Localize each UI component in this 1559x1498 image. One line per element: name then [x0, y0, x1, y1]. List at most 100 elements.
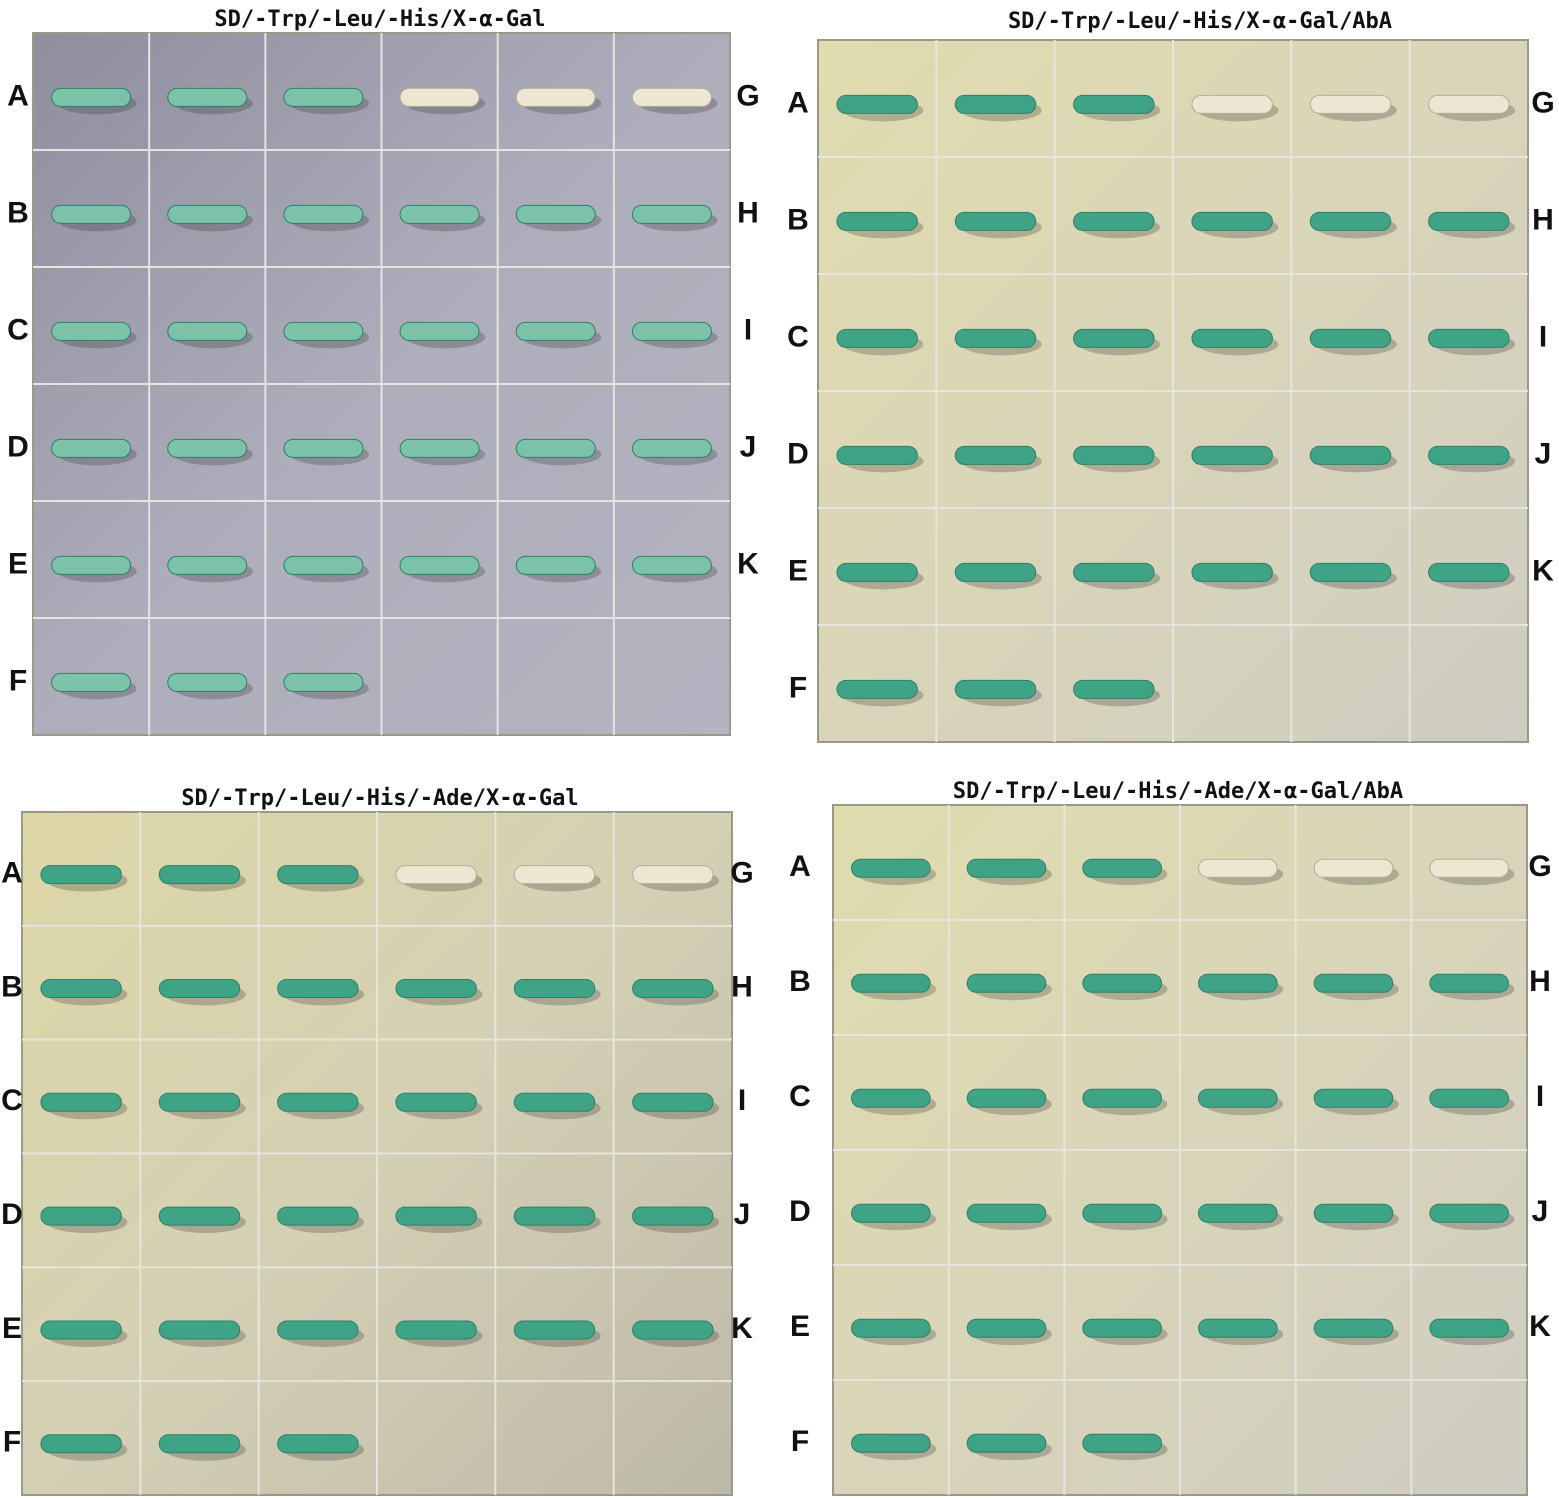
plate-panel: SD/-Trp/-Leu/-His/X-α-Gal/AbA A B C D E F G H I J K	[787, 9, 1555, 743]
row-label: I	[1536, 1080, 1544, 1113]
colony-streak	[632, 1206, 714, 1226]
colony-streak	[1313, 1088, 1394, 1108]
plate-panel: SD/-Trp/-Leu/-His/-Ade/X-α-Gal/AbA A B C D E F…	[789, 779, 1552, 1496]
colony-streak	[1082, 1433, 1162, 1453]
row-label: A	[789, 850, 811, 883]
row-label: J	[1532, 1195, 1549, 1228]
row-label: F	[3, 1426, 21, 1459]
colony-streak	[277, 978, 359, 998]
colony-streak	[283, 321, 364, 341]
row-label: D	[787, 437, 809, 470]
colony-streak	[1082, 858, 1162, 878]
colony-streak	[399, 438, 480, 458]
row-label: G	[1531, 86, 1554, 119]
colony-streak	[1073, 445, 1155, 465]
colony-streak	[1191, 211, 1273, 231]
row-label: D	[789, 1195, 811, 1228]
row-label: D	[7, 430, 29, 463]
row-label: G	[736, 79, 759, 112]
colony-streak	[836, 94, 918, 114]
colony-streak	[277, 1320, 359, 1340]
colony-streak	[631, 438, 712, 458]
colony-streak	[1429, 1318, 1509, 1338]
colony-streak	[158, 978, 241, 998]
row-label: K	[1529, 1310, 1551, 1343]
row-label: K	[731, 1312, 753, 1345]
colony-streak	[1428, 445, 1510, 465]
row-label: G	[1528, 850, 1551, 883]
row-label: J	[1535, 437, 1552, 470]
colony-streak	[283, 672, 364, 692]
row-label: E	[8, 547, 28, 580]
colony-streak	[1082, 1203, 1162, 1223]
colony-streak	[1313, 1318, 1394, 1338]
colony-streak	[167, 438, 248, 458]
colony-streak	[515, 438, 596, 458]
row-label: E	[788, 554, 808, 587]
colony-streak	[395, 865, 477, 885]
colony-streak	[966, 858, 1047, 878]
colony-streak	[277, 1206, 359, 1226]
colony-streak	[836, 679, 918, 699]
colony-streak	[1429, 858, 1509, 878]
colony-streak	[399, 87, 480, 107]
colony-streak	[167, 321, 248, 341]
colony-streak	[395, 1320, 477, 1340]
row-label: C	[787, 320, 809, 353]
panel-title: SD/-Trp/-Leu/-His/-Ade/X-α-Gal/AbA	[953, 779, 1403, 804]
row-label: B	[787, 203, 809, 236]
colony-streak	[851, 1318, 931, 1338]
colony-streak	[954, 211, 1037, 231]
row-label: H	[737, 196, 759, 229]
colony-streak	[1191, 94, 1273, 114]
colony-streak	[836, 445, 918, 465]
colony-streak	[40, 978, 122, 998]
colony-streak	[836, 211, 918, 231]
colony-streak	[277, 865, 359, 885]
colony-streak	[1073, 562, 1155, 582]
colony-streak	[513, 1092, 596, 1112]
row-label: K	[737, 547, 759, 580]
colony-streak	[1313, 973, 1394, 993]
row-label: H	[1532, 203, 1554, 236]
colony-streak	[51, 204, 132, 224]
row-label: A	[787, 86, 809, 119]
colony-streak	[1309, 445, 1392, 465]
colony-streak	[1198, 858, 1278, 878]
colony-streak	[515, 321, 596, 341]
colony-streak	[954, 679, 1037, 699]
colony-streak	[158, 865, 241, 885]
colony-streak	[954, 94, 1037, 114]
row-label: B	[789, 965, 811, 998]
colony-streak	[966, 1088, 1047, 1108]
row-label: I	[1539, 320, 1547, 353]
colony-streak	[631, 87, 712, 107]
colony-streak	[966, 1318, 1047, 1338]
row-label: J	[740, 430, 757, 463]
row-label: A	[1, 857, 23, 890]
colony-streak	[158, 1206, 241, 1226]
plate-panel: SD/-Trp/-Leu/-His/-Ade/X-α-Gal A B C D E F G H I J…	[1, 786, 754, 1496]
row-label: H	[1529, 965, 1551, 998]
colony-streak	[167, 87, 248, 107]
colony-streak	[631, 204, 712, 224]
row-label: G	[730, 857, 753, 890]
colony-streak	[515, 555, 596, 575]
colony-streak	[1082, 973, 1162, 993]
row-label: H	[731, 970, 753, 1003]
colony-streak	[1309, 562, 1392, 582]
plate-panel: SD/-Trp/-Leu/-His/X-α-Gal A B C D E F G H I J K	[7, 7, 760, 736]
colony-streak	[1198, 973, 1278, 993]
colony-streak	[51, 438, 132, 458]
colony-streak	[51, 321, 132, 341]
colony-streak	[632, 1320, 714, 1340]
colony-streak	[836, 562, 918, 582]
row-label: C	[789, 1080, 811, 1113]
colony-streak	[851, 1433, 931, 1453]
row-label: C	[1, 1084, 23, 1117]
colony-streak	[167, 672, 248, 692]
row-label: F	[9, 664, 27, 697]
row-label: A	[7, 79, 29, 112]
colony-streak	[1191, 445, 1273, 465]
